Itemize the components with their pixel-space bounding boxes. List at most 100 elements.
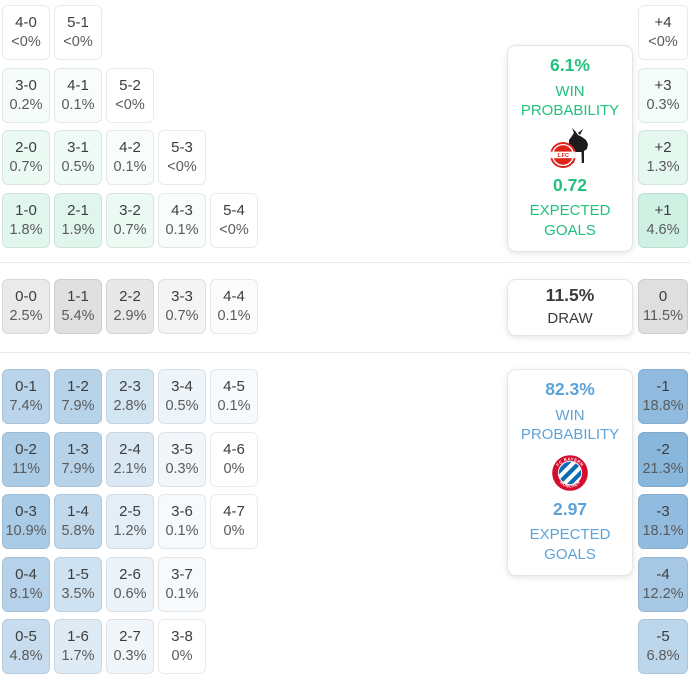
- score-label: 0-2: [15, 440, 37, 458]
- probability-label: 6.8%: [646, 648, 680, 665]
- probability-label: 0.6%: [113, 585, 147, 602]
- away-expected-goals-value: 2.97: [552, 498, 588, 519]
- score-cell: 3-6 0.1%: [158, 494, 206, 549]
- draw-label: DRAW: [547, 310, 593, 327]
- score-label: 3-3: [171, 288, 193, 306]
- probability-label: 5.4%: [61, 308, 95, 325]
- probability-label: 7.4%: [9, 398, 43, 415]
- score-label: 5-1: [67, 14, 89, 32]
- probability-label: 2.9%: [113, 308, 147, 325]
- score-cell: 5-4 <0%: [210, 192, 258, 248]
- probability-label: 0.5%: [165, 398, 199, 415]
- probability-label: 0.3%: [165, 460, 199, 477]
- score-cell: 2-6 0.6%: [106, 556, 154, 612]
- goal-diff-cell: +1 4.6%: [638, 192, 688, 248]
- probability-label: 3.5%: [61, 585, 95, 602]
- score-label: 5-2: [119, 76, 141, 94]
- score-cell: 1-6 1.7%: [54, 619, 102, 674]
- score-cell: 4-4 0.1%: [210, 279, 258, 334]
- score-cell: 3-4 0.5%: [158, 369, 206, 424]
- goal-diff-label: -2: [656, 440, 670, 458]
- score-cell: 3-8 0%: [158, 619, 206, 674]
- score-label: 2-2: [119, 288, 141, 306]
- bayern-crest-bottom-text: MÜNCHEN: [559, 479, 581, 488]
- fc-bayern-logo-icon: FC BAYERN MÜNCHEN: [552, 454, 588, 491]
- probability-label: 1.3%: [646, 159, 680, 176]
- score-cell: 3-2 0.7%: [106, 192, 154, 248]
- score-label: 2-1: [67, 201, 89, 219]
- score-label: 1-0: [15, 201, 37, 219]
- score-label: 5-4: [223, 201, 245, 219]
- score-label: 1-4: [67, 503, 89, 521]
- probability-label: 4.6%: [646, 221, 680, 238]
- probability-label: 0.7%: [9, 159, 43, 176]
- score-cell: 5-2 <0%: [106, 67, 154, 123]
- probability-label: 21.3%: [642, 460, 684, 477]
- score-label: 1-5: [67, 565, 89, 583]
- score-cell: 2-0 0.7%: [2, 130, 50, 185]
- probability-label: 1.9%: [61, 221, 95, 238]
- away-expected-goals-label: EXPECTED GOALS: [529, 526, 611, 563]
- home-win-probability-label: WIN PROBABILITY: [520, 82, 620, 120]
- probability-label: <0%: [115, 96, 145, 113]
- probability-label: 0%: [171, 648, 193, 665]
- score-cell: 1-3 7.9%: [54, 431, 102, 487]
- score-label: 0-4: [15, 565, 37, 583]
- goal-diff-cell: -2 21.3%: [638, 431, 688, 487]
- score-label: 3-0: [15, 76, 37, 94]
- goal-diff-cell: +4 <0%: [638, 5, 688, 60]
- score-label: 4-3: [171, 201, 193, 219]
- score-label: 3-2: [119, 201, 141, 219]
- goal-diff-label: +3: [654, 76, 672, 94]
- score-label: 3-1: [67, 139, 89, 157]
- score-label: 1-1: [67, 288, 89, 306]
- probability-label: 2.1%: [113, 460, 147, 477]
- probability-label: 18.8%: [642, 398, 684, 415]
- score-label: 1-2: [67, 378, 89, 396]
- score-cell: 4-1 0.1%: [54, 67, 102, 123]
- home-win-probability-value: 6.1%: [550, 55, 590, 75]
- score-label: 3-8: [171, 628, 193, 646]
- goal-diff-cell: -1 18.8%: [638, 369, 688, 424]
- score-cell: 2-7 0.3%: [106, 619, 154, 674]
- probability-label: 0.1%: [61, 96, 95, 113]
- score-cell: 1-1 5.4%: [54, 279, 102, 334]
- probability-label: 1.2%: [113, 523, 147, 540]
- section-divider-top: [0, 262, 690, 263]
- score-label: 4-2: [119, 139, 141, 157]
- home-expected-goals-label: EXPECTED GOALS: [529, 202, 611, 239]
- home-expected-goals-value: 0.72: [552, 174, 588, 195]
- score-cell: 2-3 2.8%: [106, 369, 154, 424]
- score-cell: 3-3 0.7%: [158, 279, 206, 334]
- score-cell: 3-0 0.2%: [2, 67, 50, 123]
- goal-diff-label: +2: [654, 139, 672, 157]
- probability-label: 0.7%: [113, 221, 147, 238]
- probability-label: 0.1%: [217, 398, 251, 415]
- score-cell: 2-4 2.1%: [106, 431, 154, 487]
- home-win-panel: 6.1% WIN PROBABILITY 1.FC 0.72 EXPECTED …: [507, 45, 633, 252]
- score-label: 4-5: [223, 378, 245, 396]
- score-label: 1-3: [67, 440, 89, 458]
- probability-label: 7.9%: [61, 460, 95, 477]
- goal-diff-cell: -5 6.8%: [638, 619, 688, 674]
- probability-label: 0.1%: [217, 308, 251, 325]
- score-cell: 4-0 <0%: [2, 5, 50, 60]
- goal-diff-cell: +3 0.3%: [638, 67, 688, 123]
- score-label: 5-3: [171, 139, 193, 157]
- draw-probability-value: 11.5%: [545, 284, 595, 305]
- probability-label: <0%: [648, 34, 678, 51]
- score-cell: 0-4 8.1%: [2, 556, 50, 612]
- score-cell: 0-2 11%: [2, 431, 50, 487]
- goal-diff-cell: +2 1.3%: [638, 130, 688, 185]
- score-label: 2-3: [119, 378, 141, 396]
- probability-label: 0%: [223, 523, 245, 540]
- score-cell: 4-6 0%: [210, 431, 258, 487]
- goal-diff-label: -3: [656, 503, 670, 521]
- score-label: 3-7: [171, 565, 193, 583]
- probability-label: 10.9%: [5, 523, 47, 540]
- fc-koeln-logo-icon: 1.FC: [550, 127, 588, 168]
- probability-label: 2.5%: [9, 308, 43, 325]
- score-cell: 0-3 10.9%: [2, 494, 50, 549]
